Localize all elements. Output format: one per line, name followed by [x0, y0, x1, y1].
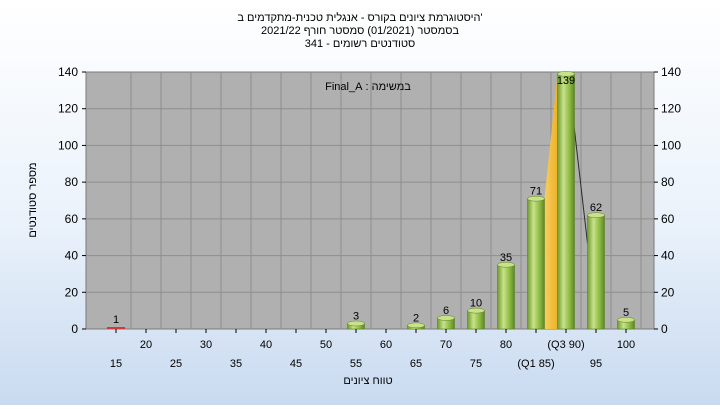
x-tick-label-lower: 95 — [590, 358, 602, 370]
bar-15 — [107, 327, 125, 329]
data-label-15: 1 — [113, 314, 119, 326]
x-tick-label-upper: 20 — [140, 339, 152, 351]
data-label-95: 62 — [590, 202, 602, 214]
data-label-55: 3 — [353, 310, 359, 322]
x-tick-label-lower: 15 — [110, 358, 122, 370]
title-line-2: בסמסטר (01/2021) סמסטר חורף 2021/22 — [261, 25, 459, 37]
x-tick-label-lower: 35 — [230, 358, 242, 370]
y-axis-left: 0 20 40 60 80 100 120 140 — [58, 65, 86, 336]
bar-cap-100 — [617, 317, 635, 323]
y-tick-label-right: 60 — [661, 212, 675, 226]
x-tick-label-lower: (Q1 85) — [517, 358, 554, 370]
y-tick-label-left: 40 — [65, 249, 79, 263]
x-tick-label-upper: 100 — [617, 339, 635, 351]
bar-75 — [467, 310, 485, 330]
y-axis-label: מספר סטודנטים — [27, 162, 39, 237]
y-tick-label-right: 80 — [661, 175, 675, 189]
bar-cap-90 — [557, 71, 575, 77]
x-tick-label-lower: 75 — [470, 358, 482, 370]
y-tick-label-right: 0 — [661, 322, 668, 336]
bar-80 — [497, 264, 515, 330]
y-tick-label-left: 120 — [58, 102, 78, 116]
data-label-70: 6 — [443, 305, 449, 317]
x-tick-label-upper: 70 — [440, 339, 452, 351]
y-tick-label-right: 120 — [661, 102, 681, 116]
data-label-90: 139 — [557, 75, 575, 87]
x-tick-label-lower: 65 — [410, 358, 422, 370]
y-tick-label-left: 140 — [58, 65, 78, 79]
y-tick-label-right: 100 — [661, 138, 681, 152]
bar-cap-55 — [347, 320, 365, 327]
bar-cap-70 — [437, 315, 455, 321]
x-axis-label: טווח ציונים — [343, 375, 392, 387]
x-tick-label-upper: 80 — [500, 339, 512, 351]
data-label-85: 71 — [530, 186, 542, 198]
x-tick-label-lower: 55 — [350, 358, 362, 370]
title-line-3: סטודנטים רשומים - 341 — [305, 38, 416, 50]
x-tick-label-upper: 60 — [380, 339, 392, 351]
bar-85 — [527, 198, 545, 330]
bars — [107, 71, 635, 330]
y-tick-label-left: 60 — [65, 212, 79, 226]
quartile-band-area — [544, 73, 558, 329]
bar-cap-75 — [467, 307, 485, 314]
y-axis-right: 0 20 40 60 80 100 120 140 — [654, 65, 681, 336]
y-tick-label-left: 20 — [65, 285, 79, 299]
title-line-1: היסטוגרמת ציונים בקורס - אנגלית טכנית-מת… — [237, 11, 482, 24]
bar-cap-95 — [587, 212, 605, 218]
bar-95 — [587, 214, 605, 330]
data-label-100: 5 — [623, 307, 629, 319]
data-label-80: 35 — [500, 252, 512, 264]
data-labels: 1 3 2 6 10 35 71 139 62 5 — [113, 75, 629, 326]
y-tick-label-left: 80 — [65, 175, 79, 189]
data-label-75: 10 — [470, 298, 482, 310]
data-label-65: 2 — [413, 312, 419, 324]
y-tick-label-right: 40 — [661, 249, 675, 263]
y-tick-label-right: 20 — [661, 285, 675, 299]
x-tick-label-lower: 45 — [290, 358, 302, 370]
bar-cap-80 — [497, 262, 515, 268]
x-tick-label-upper: 40 — [260, 339, 272, 351]
y-tick-label-left: 100 — [58, 138, 78, 152]
bar-cap-65 — [407, 322, 425, 329]
x-tick-label-lower: 25 — [170, 358, 182, 370]
x-tick-label-upper: 50 — [320, 339, 332, 351]
bar-cap-85 — [527, 195, 545, 202]
x-tick-label-upper: 30 — [200, 339, 212, 351]
task-annotation: במשימה : Final_A — [325, 81, 411, 93]
y-tick-label-left: 0 — [71, 322, 78, 336]
y-tick-label-right: 140 — [661, 65, 681, 79]
x-tick-label-upper: (Q3 90) — [547, 339, 584, 351]
bar-90 — [557, 73, 575, 330]
x-axis: 15 25 35 45 55 65 75 (Q1 85) 95 20 30 40 50 60 70 80 (Q3… — [110, 329, 635, 370]
chart-title: היסטוגרמת ציונים בקורס - אנגלית טכנית-מת… — [237, 11, 482, 50]
